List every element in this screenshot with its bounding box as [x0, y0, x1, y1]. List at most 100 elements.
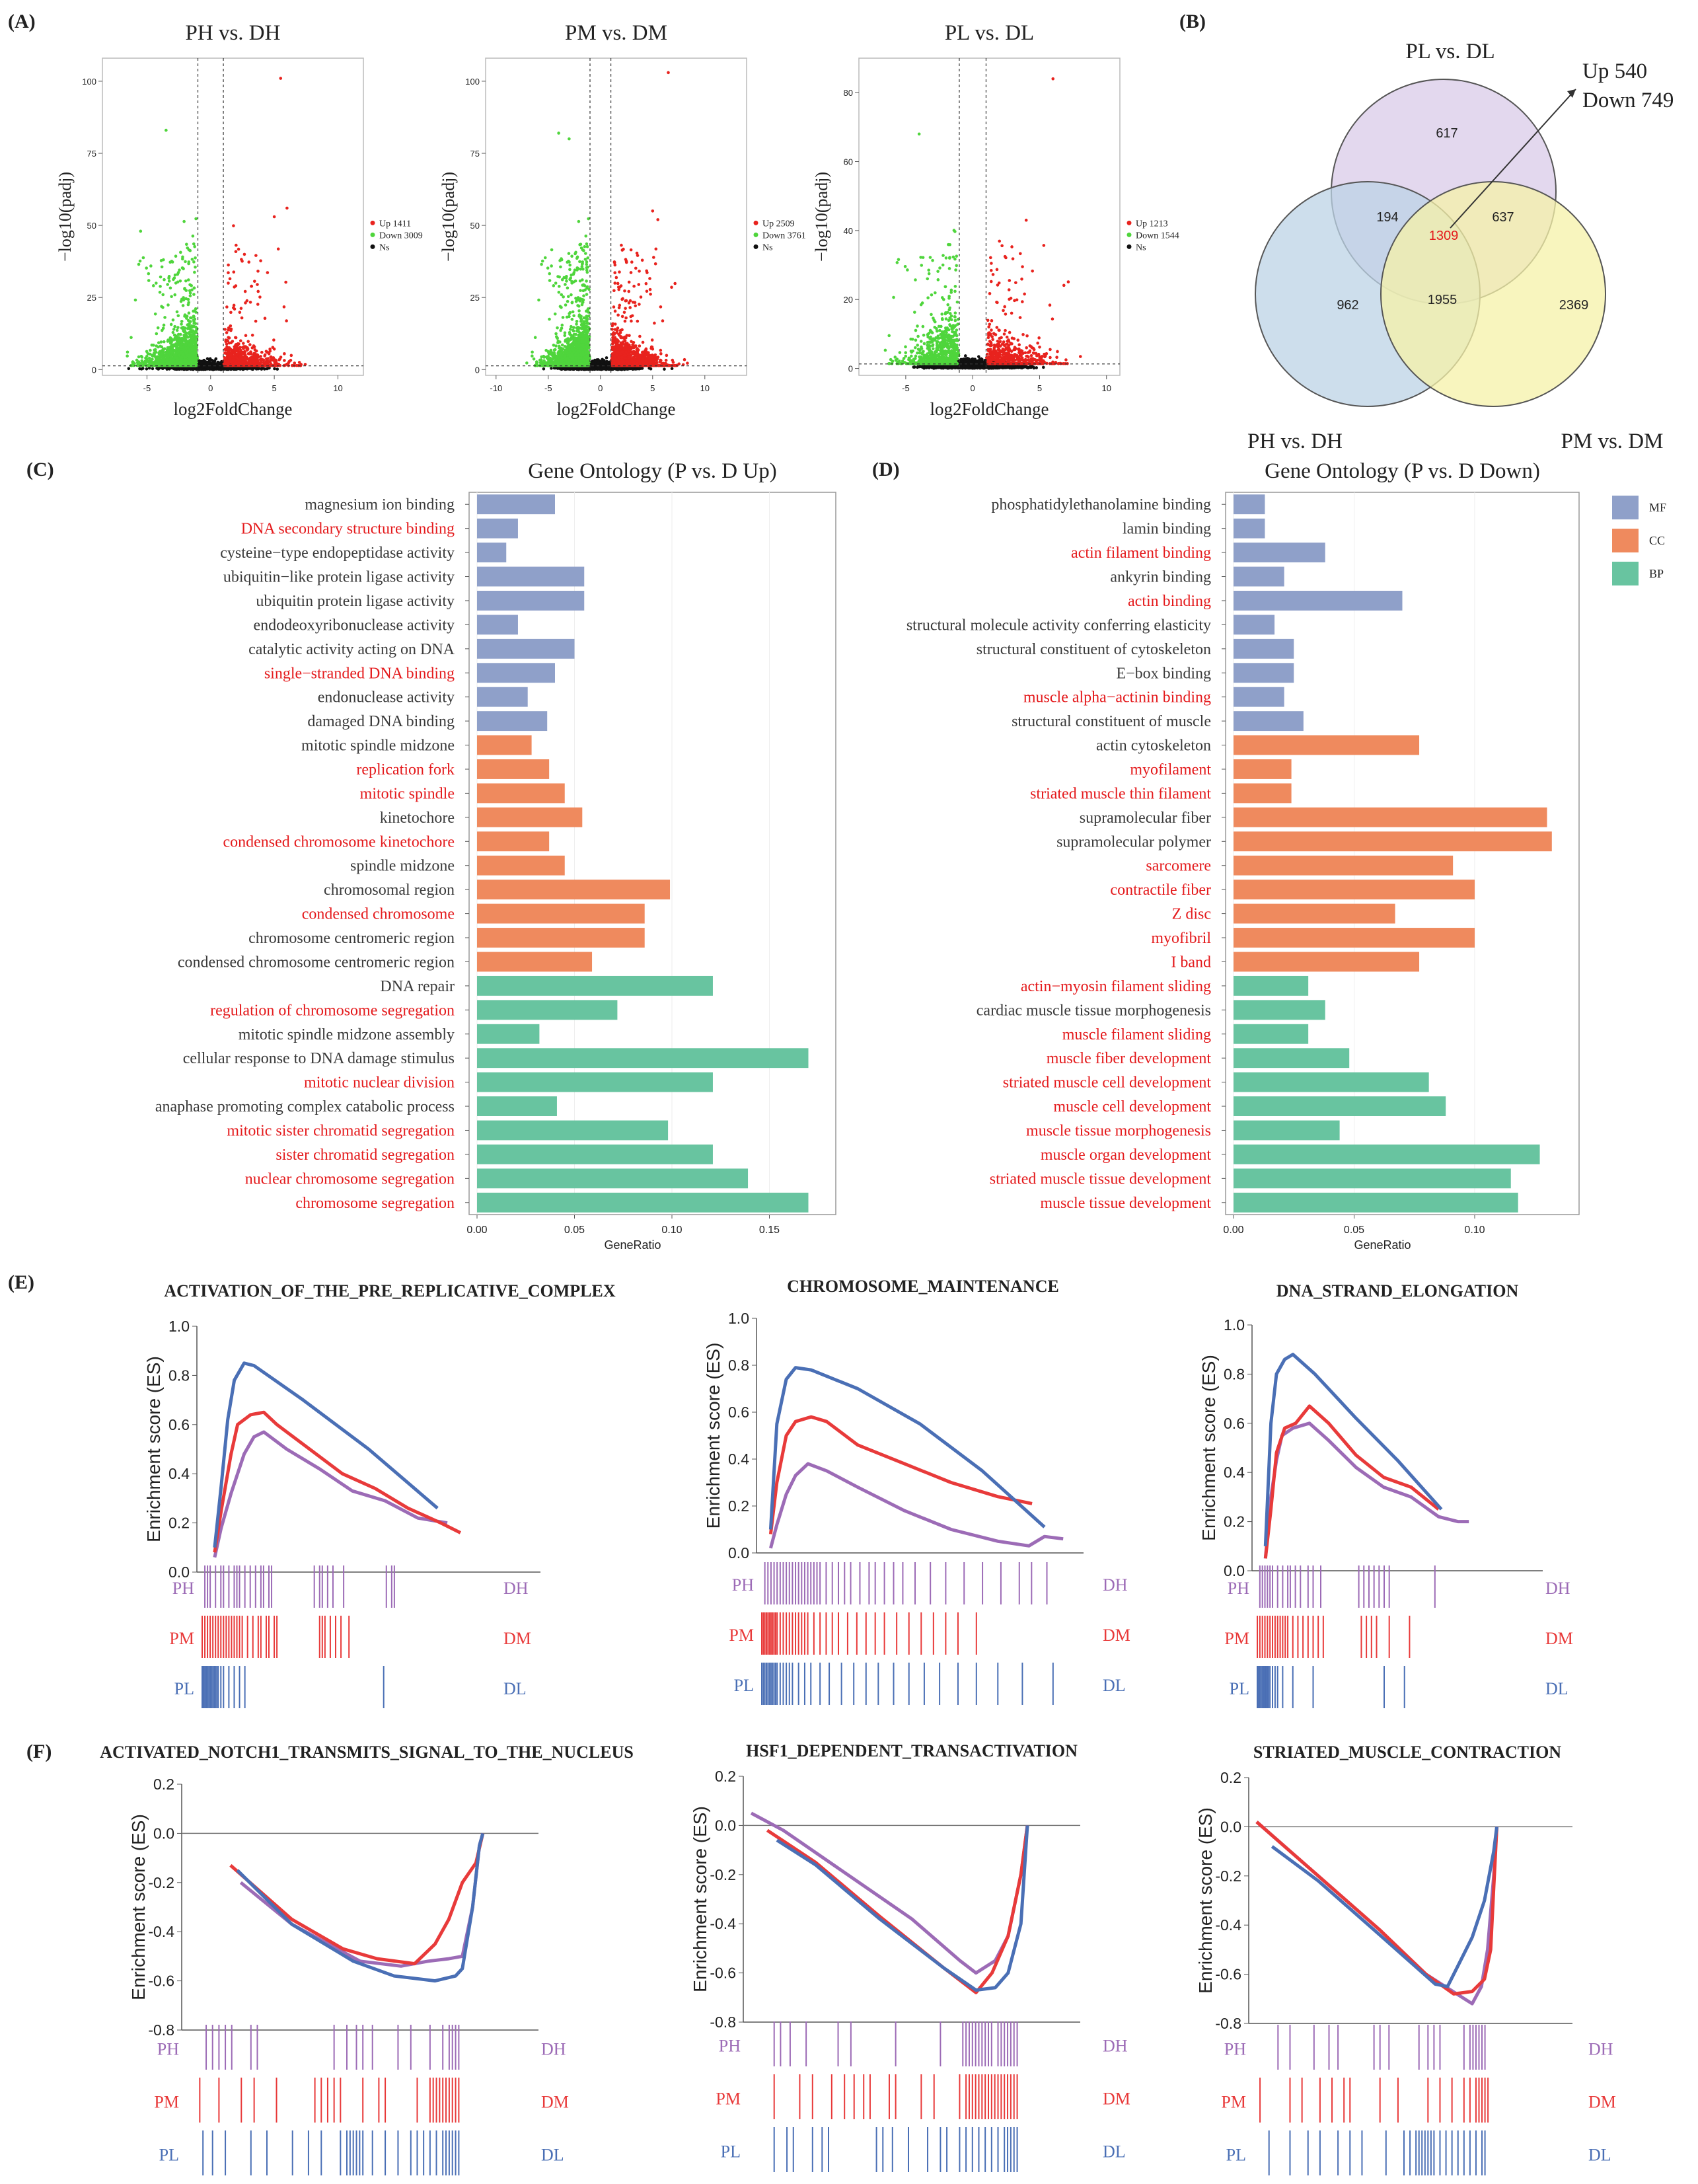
point-down	[190, 352, 194, 355]
point-down	[190, 316, 193, 320]
point-down	[188, 248, 192, 252]
point-up	[229, 353, 233, 356]
point-ns	[576, 366, 580, 370]
point-up	[243, 289, 247, 293]
panel-label-D: (D)	[872, 459, 900, 480]
point-down	[188, 358, 192, 361]
x-tick-label: -5	[544, 383, 552, 393]
point-down	[191, 234, 195, 238]
point-up	[282, 305, 286, 309]
point-ns	[211, 360, 215, 364]
point-down	[176, 271, 180, 274]
point-down	[172, 354, 176, 357]
point-down	[170, 260, 174, 263]
point-ns	[595, 359, 598, 363]
point-down	[193, 330, 196, 334]
point-down	[181, 326, 185, 329]
point-down	[176, 361, 180, 364]
point-up	[244, 301, 247, 305]
point-ns	[593, 367, 596, 371]
y-tick-label: 50	[470, 221, 480, 231]
point-down	[192, 242, 196, 246]
point-down	[166, 283, 169, 286]
point-down	[168, 286, 172, 290]
point-down	[153, 312, 157, 316]
point-down	[159, 344, 162, 348]
point-up	[234, 336, 238, 340]
point-down	[137, 262, 141, 266]
point-down	[159, 259, 163, 262]
point-up	[283, 359, 286, 362]
point-ns	[145, 367, 149, 371]
point-up	[260, 350, 264, 354]
point-down	[186, 246, 190, 250]
point-down	[173, 293, 177, 297]
point-down	[138, 259, 142, 263]
point-up	[640, 258, 644, 262]
panel-label-B: (B)	[1179, 11, 1206, 32]
point-up	[272, 347, 276, 351]
y-tick-label: 100	[465, 77, 480, 87]
point-up	[228, 358, 232, 361]
point-up	[272, 215, 276, 219]
point-up	[225, 331, 229, 334]
point-down	[183, 313, 187, 317]
point-down	[160, 265, 164, 269]
point-down	[144, 361, 147, 365]
point-ns	[147, 366, 151, 370]
point-up	[242, 252, 246, 256]
point-down	[175, 328, 179, 332]
point-ns	[189, 366, 193, 370]
point-down	[190, 344, 193, 348]
point-up	[231, 340, 235, 343]
point-down	[185, 243, 188, 246]
point-up	[240, 258, 243, 261]
point-up	[285, 319, 288, 322]
point-down	[180, 336, 184, 340]
point-ns	[166, 367, 169, 370]
point-down	[177, 338, 180, 342]
point-up	[263, 317, 267, 320]
x-tick-label: 10	[700, 383, 710, 393]
point-up	[283, 352, 286, 356]
point-up	[231, 306, 235, 310]
point-up	[612, 289, 616, 293]
point-ns	[173, 367, 177, 371]
point-down	[155, 282, 158, 285]
point-down	[153, 355, 157, 358]
panel-label-E: (E)	[8, 1271, 34, 1293]
point-down	[165, 128, 168, 132]
point-ns	[254, 367, 258, 370]
point-up	[223, 359, 227, 363]
point-ns	[266, 367, 270, 370]
point-down	[165, 354, 168, 358]
point-down	[176, 326, 180, 329]
point-down	[171, 344, 175, 348]
point-up	[245, 347, 248, 351]
point-ns	[217, 363, 220, 366]
point-down	[187, 278, 190, 282]
point-down	[189, 363, 193, 367]
point-up	[247, 260, 251, 264]
point-up	[234, 250, 238, 254]
point-down	[149, 264, 153, 268]
point-up	[232, 224, 235, 227]
point-up	[289, 358, 293, 362]
point-ns	[161, 366, 165, 370]
point-up	[238, 359, 242, 362]
point-ns	[663, 367, 666, 371]
point-down	[184, 335, 188, 339]
point-down	[193, 336, 197, 340]
point-down	[173, 324, 176, 328]
point-down	[169, 322, 173, 326]
point-up	[229, 328, 233, 332]
point-down	[129, 336, 133, 339]
point-down	[151, 284, 155, 287]
point-down	[147, 356, 151, 360]
point-down	[158, 290, 162, 294]
point-down	[131, 361, 135, 365]
point-down	[173, 273, 177, 277]
point-down	[139, 229, 143, 233]
point-ns	[590, 367, 593, 371]
point-up	[276, 247, 280, 251]
